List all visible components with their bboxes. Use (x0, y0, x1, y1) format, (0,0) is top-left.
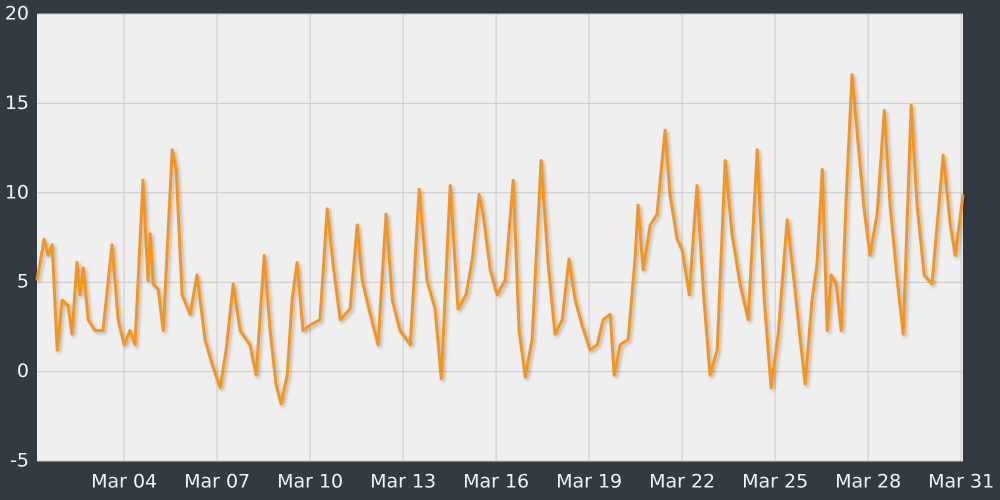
x-tick-label: Mar 10 (277, 471, 343, 493)
plot-area (37, 14, 963, 461)
x-tick-label: Mar 07 (184, 471, 250, 493)
x-tick-label: Mar 28 (835, 471, 901, 493)
y-tick-label: 0 (17, 360, 29, 382)
y-tick-label: 15 (5, 92, 29, 114)
x-tick-label: Mar 04 (91, 471, 157, 493)
y-tick-label: 5 (17, 271, 29, 293)
x-tick-label: Mar 25 (742, 471, 808, 493)
x-tick-label: Mar 31 (928, 471, 994, 493)
x-tick-label: Mar 19 (556, 471, 622, 493)
y-tick-label: -5 (10, 450, 29, 472)
y-tick-label: 10 (5, 181, 29, 203)
x-tick-label: Mar 16 (463, 471, 529, 493)
y-tick-label: 20 (5, 3, 29, 25)
line-series (35, 73, 965, 406)
x-tick-label: Mar 22 (649, 471, 715, 493)
x-tick-label: Mar 13 (370, 471, 436, 493)
